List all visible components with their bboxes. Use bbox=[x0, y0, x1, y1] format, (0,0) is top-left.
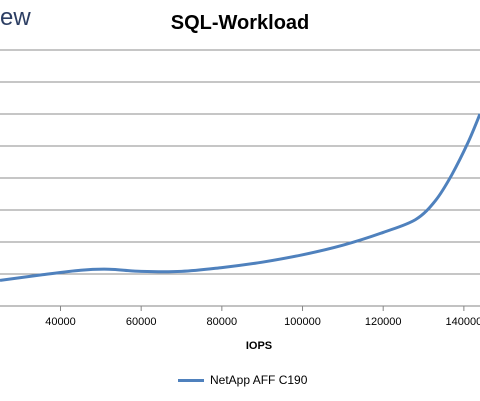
legend: NetApp AFF C190 bbox=[178, 370, 307, 390]
series-line-netapp bbox=[0, 113, 480, 282]
x-tick-label: 120000 bbox=[365, 316, 402, 328]
legend-label-netapp: NetApp AFF C190 bbox=[210, 373, 308, 387]
x-tick-label: 40000 bbox=[45, 316, 76, 328]
x-axis-label: IOPS bbox=[246, 340, 272, 352]
x-axis-ticks: 40000 60000 80000 100000 120000 140000 bbox=[45, 306, 480, 328]
x-tick-label: 140000 bbox=[446, 316, 480, 328]
x-tick-label: 100000 bbox=[284, 316, 321, 328]
legend-swatch-netapp bbox=[178, 378, 204, 382]
chart-title: SQL-Workload bbox=[170, 12, 310, 34]
x-tick-label: 60000 bbox=[126, 316, 157, 328]
cropped-logo-text: ew bbox=[0, 4, 31, 31]
series-layer bbox=[0, 113, 480, 282]
x-tick-label: 80000 bbox=[207, 316, 238, 328]
gridlines bbox=[0, 49, 480, 307]
